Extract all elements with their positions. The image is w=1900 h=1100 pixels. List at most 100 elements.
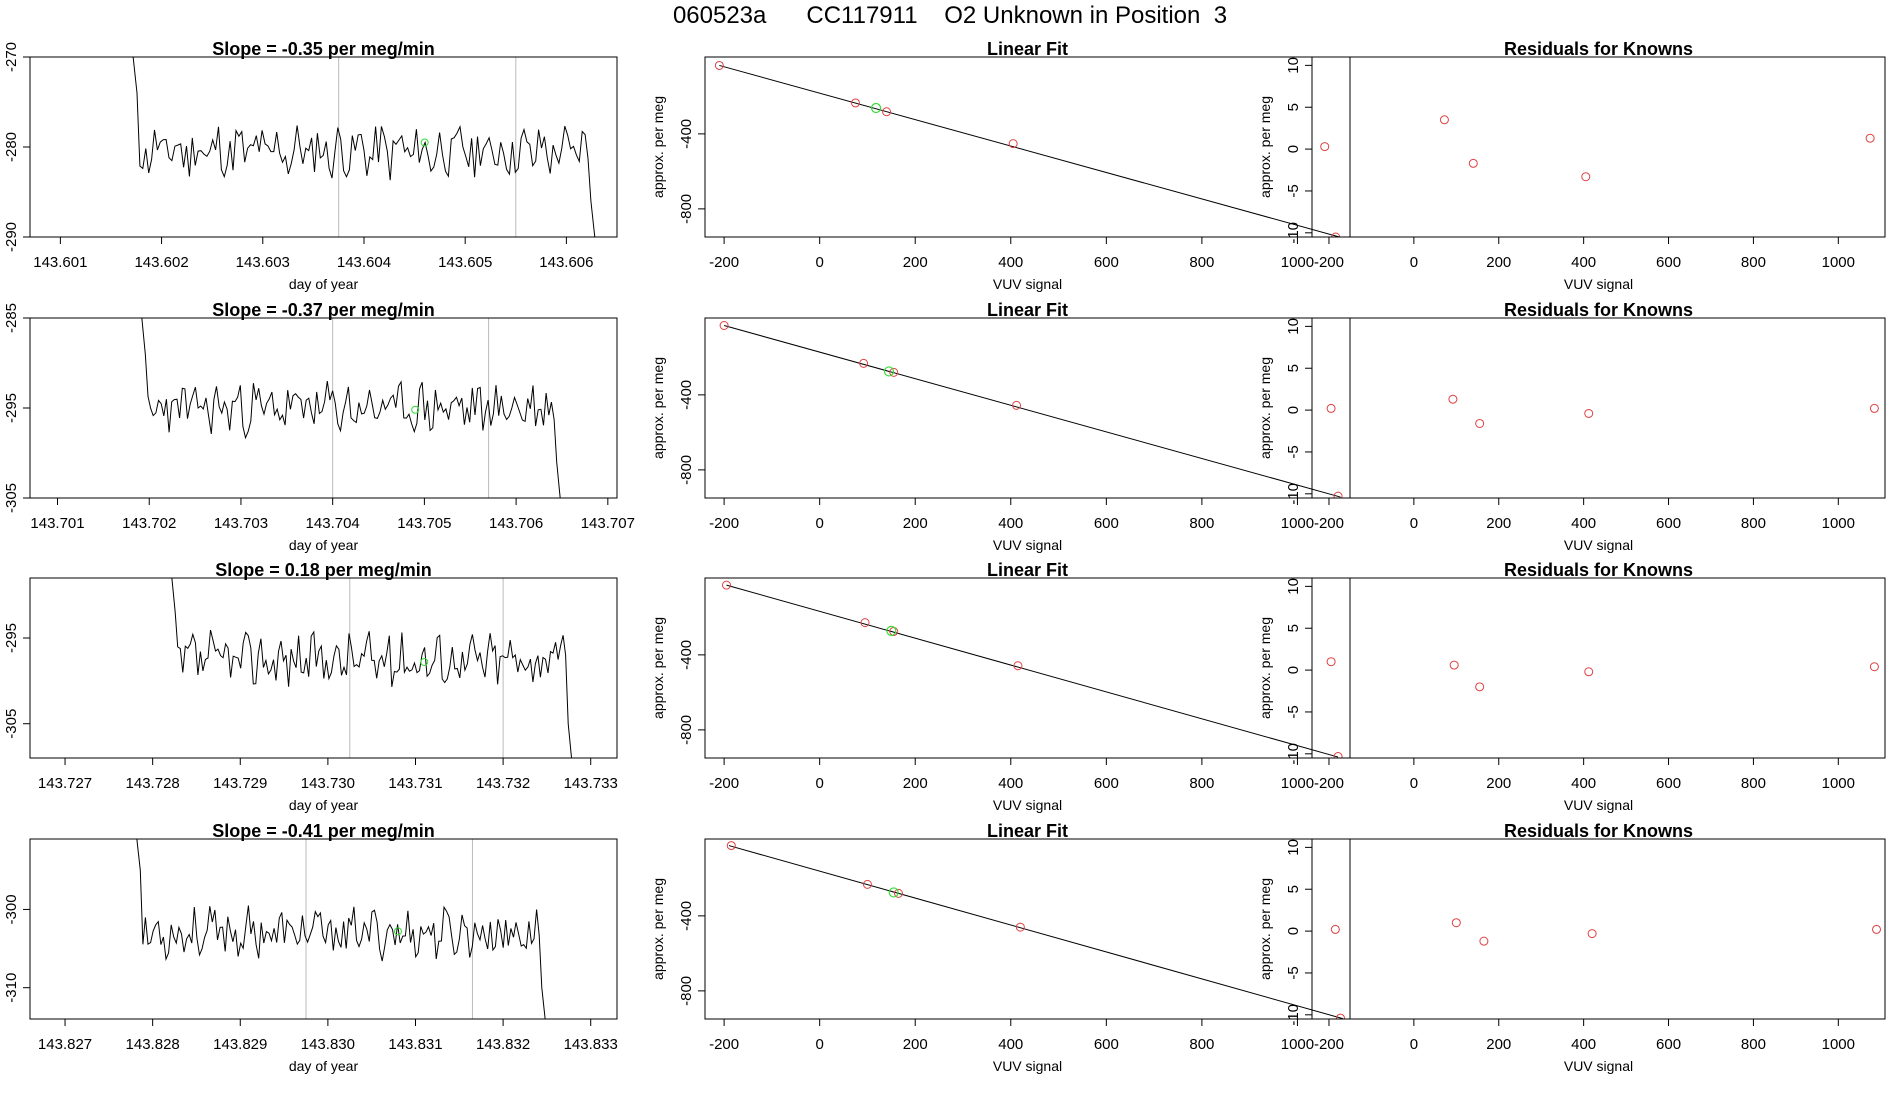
- known-point: [882, 107, 892, 117]
- known-point: [1587, 929, 1597, 939]
- y-axis-label: approx. per meg: [1257, 617, 1273, 719]
- plot-area: [1326, 394, 1879, 428]
- x-tick-label: 600: [1656, 254, 1681, 271]
- x-tick-label: 400: [1571, 1036, 1596, 1053]
- x-tick-label: 400: [998, 1036, 1023, 1053]
- x-tick-label: -200: [709, 515, 739, 532]
- panel-title: Residuals for Knowns: [1504, 560, 1693, 580]
- y-tick-label: -295: [3, 623, 20, 653]
- x-tick-label: 143.730: [301, 775, 355, 792]
- x-axis-label: VUV signal: [1564, 797, 1633, 813]
- known-point: [860, 618, 870, 628]
- y-axis-label: approx. per meg: [1257, 96, 1273, 198]
- x-tick-label: 143.603: [236, 254, 290, 271]
- x-tick-label: 0: [815, 254, 823, 271]
- x-tick-label: 143.833: [564, 1036, 618, 1053]
- x-tick-label: 600: [1656, 515, 1681, 532]
- x-axis-label: day of year: [289, 537, 359, 553]
- fit-line: [719, 64, 1342, 237]
- plot-frame: [1311, 577, 1886, 759]
- known-point: [889, 367, 899, 377]
- x-tick-label: -200: [1314, 515, 1344, 532]
- y-tick-label: -400: [678, 640, 695, 670]
- panel-1-3: Residuals for Knowns VUV signal approx. pe…: [1257, 39, 1886, 292]
- x-tick-label: 143.731: [388, 775, 442, 792]
- x-tick-label: 143.732: [476, 775, 530, 792]
- y-tick-label: -10: [1285, 222, 1302, 244]
- x-tick-label: 143.733: [564, 775, 618, 792]
- y-axis-label: approx. per meg: [650, 878, 666, 980]
- x-axis-label: VUV signal: [1564, 276, 1633, 292]
- data-series-line: [132, 57, 596, 237]
- y-tick-label: -10: [1285, 483, 1302, 505]
- y-tick-label: -285: [3, 303, 20, 333]
- x-axis-label: VUV signal: [1564, 537, 1633, 553]
- y-tick-label: 5: [1285, 624, 1302, 632]
- x-tick-label: 143.729: [213, 775, 267, 792]
- x-tick-label: 1000: [1822, 1036, 1855, 1053]
- x-tick-label: 143.827: [38, 1036, 92, 1053]
- fit-line: [728, 845, 1343, 1019]
- x-tick-label: -200: [709, 1036, 739, 1053]
- y-tick-label: 10: [1285, 57, 1302, 74]
- plot-area: [141, 318, 561, 498]
- x-tick-label: 200: [903, 515, 928, 532]
- known-point: [1331, 232, 1341, 237]
- x-tick-label: 0: [815, 775, 823, 792]
- x-tick-label: -200: [1314, 254, 1344, 271]
- x-tick-label: 1000: [1822, 515, 1855, 532]
- known-point: [1865, 133, 1875, 143]
- panel-title: Slope = -0.35 per meg/min: [212, 39, 435, 59]
- x-tick-label: 200: [903, 775, 928, 792]
- panel-title: Slope = 0.18 per meg/min: [215, 560, 432, 580]
- panel-title: Linear Fit: [987, 39, 1068, 59]
- unknown-marker: [420, 658, 429, 666]
- x-axis-label: VUV signal: [993, 276, 1062, 292]
- y-tick-label: -400: [678, 119, 695, 149]
- panel-title: Linear Fit: [987, 300, 1068, 320]
- x-tick-label: 600: [1094, 254, 1119, 271]
- unknown-point: [870, 102, 882, 114]
- x-tick-label: 143.829: [213, 1036, 267, 1053]
- y-tick-label: 0: [1285, 666, 1302, 674]
- x-tick-label: 800: [1741, 515, 1766, 532]
- x-tick-label: 1000: [1281, 515, 1314, 532]
- known-point: [1451, 918, 1461, 928]
- known-point: [719, 321, 729, 330]
- y-tick-label: 10: [1285, 318, 1302, 335]
- known-point: [862, 879, 872, 889]
- plot-frame: [1311, 838, 1886, 1020]
- plot-area: [1320, 115, 1875, 182]
- x-tick-label: 143.706: [489, 515, 543, 532]
- x-tick-label: 800: [1741, 775, 1766, 792]
- x-tick-label: 143.601: [33, 254, 87, 271]
- known-point: [859, 358, 869, 368]
- known-point: [1008, 139, 1018, 149]
- panel-title: Slope = -0.41 per meg/min: [212, 821, 435, 841]
- x-axis-label: VUV signal: [993, 797, 1062, 813]
- y-tick-label: -800: [678, 715, 695, 745]
- panel-4-3: Residuals for Knowns VUV signal approx. pe…: [1257, 821, 1886, 1074]
- known-point: [1475, 418, 1485, 428]
- unknown-point: [883, 366, 895, 377]
- panel-2-2: Linear Fit VUV signal approx. per meg -200 0…: [650, 300, 1351, 553]
- x-tick-label: 1000: [1822, 775, 1855, 792]
- plot-frame: [29, 577, 618, 759]
- y-tick-label: -400: [678, 901, 695, 931]
- x-tick-label: 143.602: [134, 254, 188, 271]
- y-tick-label: -800: [678, 976, 695, 1006]
- data-series-line: [136, 839, 546, 1019]
- x-tick-label: -200: [1314, 775, 1344, 792]
- fit-line: [726, 584, 1339, 758]
- x-tick-label: 143.707: [581, 515, 635, 532]
- known-point: [1584, 408, 1594, 418]
- x-tick-label: 0: [1410, 254, 1418, 271]
- y-axis-label: approx. per meg: [650, 357, 666, 459]
- x-tick-label: 400: [998, 775, 1023, 792]
- x-tick-label: 1000: [1281, 254, 1314, 271]
- x-tick-label: 800: [1741, 1036, 1766, 1053]
- known-point: [1872, 924, 1882, 934]
- panel-1-2: Linear Fit VUV signal approx. per meg -200 0…: [650, 39, 1351, 292]
